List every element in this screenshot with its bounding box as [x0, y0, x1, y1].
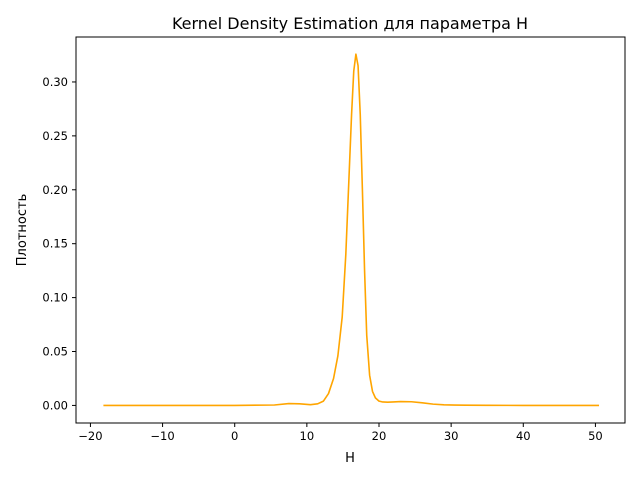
x-tick-label: −20 [78, 429, 102, 443]
y-tick-label: 0.05 [42, 345, 68, 359]
y-axis-label: Плотность [15, 194, 30, 266]
y-tick-label: 0.30 [42, 75, 68, 89]
kde-series-line [103, 53, 600, 407]
y-tick-label: 0.10 [42, 291, 68, 305]
x-tick-label: 20 [372, 429, 387, 443]
x-tick-label: 40 [516, 429, 531, 443]
axes-frame [75, 36, 626, 424]
x-tick-label: 30 [444, 429, 459, 443]
x-tick-label: 10 [300, 429, 315, 443]
x-axis-label: H [345, 451, 355, 466]
y-tick-label: 0.00 [42, 398, 68, 412]
y-tick-label: 0.20 [42, 183, 68, 197]
y-tick-label: 0.15 [42, 237, 68, 251]
x-tick-label: 50 [588, 429, 603, 443]
y-tick-label: 0.25 [42, 129, 68, 143]
y-axis-ticks: 0.00 0.05 0.10 0.15 0.20 0.25 0.30 [42, 75, 76, 412]
plot-area [103, 53, 600, 407]
x-tick-label: −10 [150, 429, 174, 443]
x-axis-ticks: −20 −10 0 10 20 30 40 50 [78, 423, 603, 443]
x-tick-label: 0 [231, 429, 238, 443]
chart-title: Kernel Density Estimation для параметра … [172, 14, 528, 33]
